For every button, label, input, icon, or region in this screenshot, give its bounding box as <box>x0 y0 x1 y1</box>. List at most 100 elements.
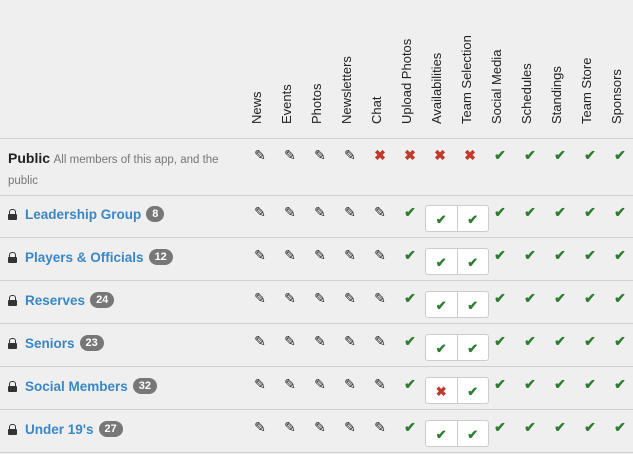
pencil-icon[interactable]: ✎ <box>284 204 296 220</box>
group-name-link[interactable]: Players & Officials <box>25 249 144 265</box>
check-icon[interactable]: ✔ <box>614 333 626 349</box>
pencil-icon[interactable]: ✎ <box>374 333 386 349</box>
pencil-icon[interactable]: ✎ <box>344 376 356 392</box>
pencil-icon[interactable]: ✎ <box>314 204 326 220</box>
check-icon[interactable]: ✔ <box>584 419 596 435</box>
pencil-icon[interactable]: ✎ <box>254 247 266 263</box>
check-icon[interactable]: ✔ <box>584 247 596 263</box>
check-icon[interactable]: ✔ <box>554 204 566 220</box>
check-icon[interactable]: ✔ <box>524 204 536 220</box>
group-name-link[interactable]: Under 19's <box>25 421 94 437</box>
pencil-icon[interactable]: ✎ <box>374 247 386 263</box>
team-selection-toggle[interactable]: ✔ <box>456 421 489 446</box>
pencil-icon[interactable]: ✎ <box>314 247 326 263</box>
pencil-icon[interactable]: ✎ <box>284 333 296 349</box>
check-icon[interactable]: ✔ <box>494 204 506 220</box>
pencil-icon[interactable]: ✎ <box>314 376 326 392</box>
pencil-icon[interactable]: ✎ <box>314 290 326 306</box>
check-icon[interactable]: ✔ <box>584 147 596 163</box>
check-icon[interactable]: ✔ <box>404 376 416 392</box>
check-icon[interactable]: ✔ <box>494 419 506 435</box>
pencil-icon[interactable]: ✎ <box>254 290 266 306</box>
check-icon[interactable]: ✔ <box>494 333 506 349</box>
check-icon[interactable]: ✔ <box>614 376 626 392</box>
group-name-link[interactable]: Leadership Group <box>25 206 142 222</box>
pencil-icon[interactable]: ✎ <box>314 419 326 435</box>
check-icon[interactable]: ✔ <box>584 204 596 220</box>
check-icon[interactable]: ✔ <box>554 376 566 392</box>
check-icon[interactable]: ✔ <box>524 333 536 349</box>
check-icon[interactable]: ✔ <box>524 419 536 435</box>
pencil-icon[interactable]: ✎ <box>254 204 266 220</box>
check-icon[interactable]: ✔ <box>494 290 506 306</box>
pencil-icon[interactable]: ✎ <box>344 147 356 163</box>
check-icon[interactable]: ✔ <box>404 290 416 306</box>
cross-icon[interactable]: ✖ <box>464 147 476 163</box>
check-icon[interactable]: ✔ <box>554 147 566 163</box>
pencil-icon[interactable]: ✎ <box>344 204 356 220</box>
check-icon[interactable]: ✔ <box>614 147 626 163</box>
check-icon[interactable]: ✔ <box>494 376 506 392</box>
check-icon[interactable]: ✔ <box>404 204 416 220</box>
check-icon[interactable]: ✔ <box>584 333 596 349</box>
check-icon[interactable]: ✔ <box>554 247 566 263</box>
check-icon[interactable]: ✔ <box>404 333 416 349</box>
cross-icon[interactable]: ✖ <box>404 147 416 163</box>
availabilities-toggle[interactable]: ✔ <box>426 421 457 446</box>
check-icon[interactable]: ✔ <box>584 290 596 306</box>
availabilities-toggle[interactable]: ✔ <box>426 335 457 360</box>
pencil-icon[interactable]: ✎ <box>374 204 386 220</box>
team-selection-toggle[interactable]: ✔ <box>456 292 489 317</box>
member-count-badge: 27 <box>98 421 123 437</box>
pencil-icon[interactable]: ✎ <box>254 376 266 392</box>
pencil-icon[interactable]: ✎ <box>254 419 266 435</box>
pencil-icon[interactable]: ✎ <box>284 376 296 392</box>
group-name-link[interactable]: Seniors <box>25 335 75 351</box>
column-header-label: Availabilities <box>429 52 444 124</box>
pencil-icon[interactable]: ✎ <box>374 290 386 306</box>
team-selection-toggle[interactable]: ✔ <box>456 249 489 274</box>
team-selection-toggle[interactable]: ✔ <box>456 378 489 403</box>
check-icon[interactable]: ✔ <box>524 247 536 263</box>
check-icon[interactable]: ✔ <box>614 419 626 435</box>
check-icon[interactable]: ✔ <box>494 147 506 163</box>
team-selection-toggle[interactable]: ✔ <box>456 206 489 231</box>
check-icon[interactable]: ✔ <box>584 376 596 392</box>
pencil-icon[interactable]: ✎ <box>284 419 296 435</box>
check-icon[interactable]: ✔ <box>614 247 626 263</box>
team-selection-toggle[interactable]: ✔ <box>456 335 489 360</box>
availabilities-toggle[interactable]: ✔ <box>426 249 457 274</box>
check-icon[interactable]: ✔ <box>554 419 566 435</box>
pencil-icon[interactable]: ✎ <box>374 419 386 435</box>
pencil-icon[interactable]: ✎ <box>314 333 326 349</box>
check-icon[interactable]: ✔ <box>554 333 566 349</box>
pencil-icon[interactable]: ✎ <box>374 376 386 392</box>
availabilities-toggle[interactable]: ✔ <box>426 292 457 317</box>
group-name-link[interactable]: Social Members <box>25 378 128 394</box>
pencil-icon[interactable]: ✎ <box>254 333 266 349</box>
pencil-icon[interactable]: ✎ <box>254 147 266 163</box>
check-icon[interactable]: ✔ <box>554 290 566 306</box>
check-icon[interactable]: ✔ <box>614 204 626 220</box>
check-icon[interactable]: ✔ <box>404 419 416 435</box>
cross-icon[interactable]: ✖ <box>374 147 386 163</box>
check-icon[interactable]: ✔ <box>524 290 536 306</box>
column-header-label: Schedules <box>519 63 534 124</box>
check-icon[interactable]: ✔ <box>524 376 536 392</box>
pencil-icon[interactable]: ✎ <box>284 290 296 306</box>
pencil-icon[interactable]: ✎ <box>344 419 356 435</box>
check-icon[interactable]: ✔ <box>614 290 626 306</box>
group-name-link[interactable]: Reserves <box>25 292 86 308</box>
cross-icon[interactable]: ✖ <box>434 147 446 163</box>
pencil-icon[interactable]: ✎ <box>344 290 356 306</box>
availabilities-toggle[interactable]: ✖ <box>426 378 457 403</box>
pencil-icon[interactable]: ✎ <box>314 147 326 163</box>
availabilities-toggle[interactable]: ✔ <box>426 206 457 231</box>
pencil-icon[interactable]: ✎ <box>344 247 356 263</box>
pencil-icon[interactable]: ✎ <box>284 247 296 263</box>
check-icon[interactable]: ✔ <box>524 147 536 163</box>
pencil-icon[interactable]: ✎ <box>284 147 296 163</box>
check-icon[interactable]: ✔ <box>404 247 416 263</box>
check-icon[interactable]: ✔ <box>494 247 506 263</box>
pencil-icon[interactable]: ✎ <box>344 333 356 349</box>
